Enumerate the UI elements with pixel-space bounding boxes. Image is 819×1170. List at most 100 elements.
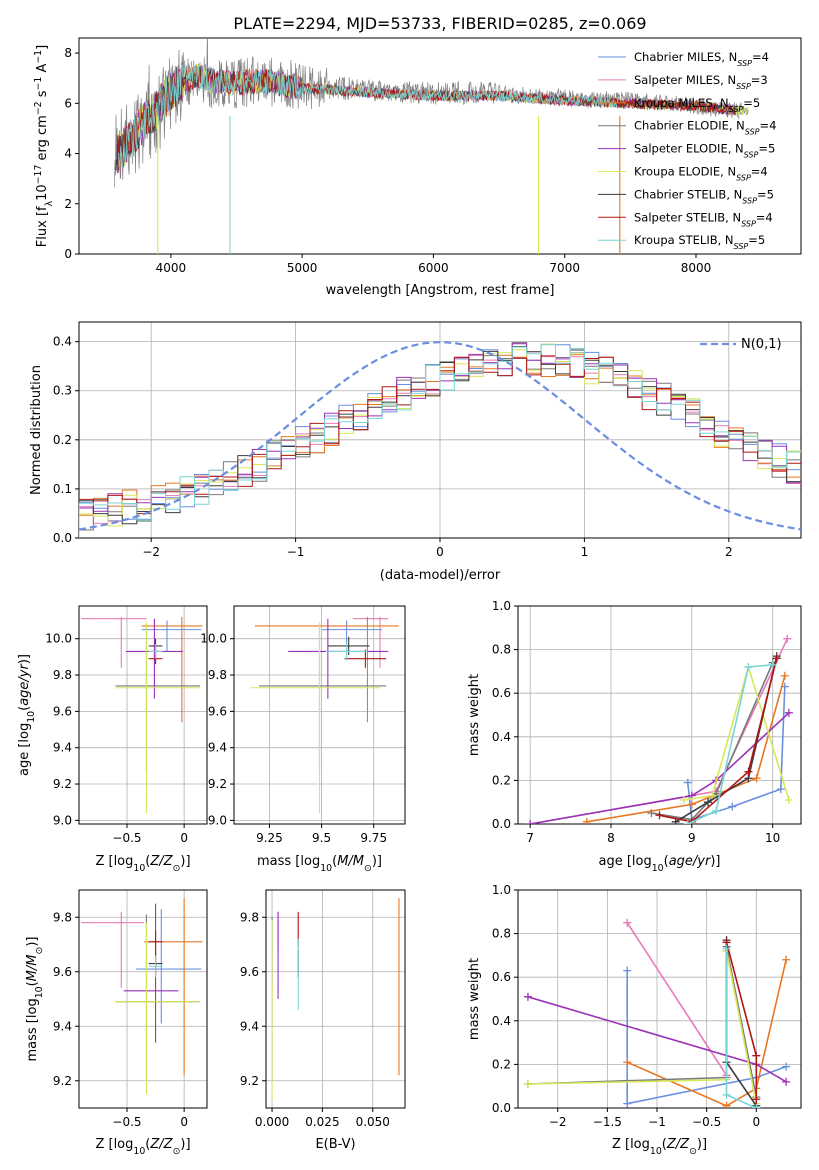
- model-spectrum: [117, 63, 618, 169]
- spectrum-legend: Chabrier MILES, NSSP=4 Salpeter MILES, NS…: [598, 50, 776, 251]
- x-tick-label: 0.025: [305, 1115, 339, 1129]
- y-tick-label: 0.6: [492, 970, 511, 984]
- y-tick-label: 1.0: [492, 599, 511, 613]
- plot-frame: [78, 605, 208, 825]
- weight-marker: [752, 1095, 761, 1104]
- x-tick-label: 7000: [549, 261, 580, 275]
- errorbar-point: [325, 642, 368, 661]
- labels-age-vs-mass: mass [log10(M/M⊙)]: [257, 854, 382, 874]
- y-tick-label: 9.4: [53, 741, 72, 755]
- weight-marker: [623, 1099, 632, 1108]
- y-tick-label: 0.0: [492, 817, 511, 831]
- errorbar-point: [115, 914, 201, 1081]
- weight-marker: [744, 663, 753, 672]
- y-tick-label: 0.4: [492, 1014, 511, 1028]
- x-tick-label: 0: [180, 831, 188, 845]
- weight-line: [683, 664, 790, 801]
- weight-marker: [526, 820, 535, 824]
- axes-mass-vs-ebv: 0.000 0.025 0.050 9.2 9.4 9.6 9.8: [240, 889, 406, 1129]
- y-tick-label: 9.4: [208, 741, 227, 755]
- weight-marker: [687, 800, 696, 809]
- legend-label: Chabrier MILES, NSSP=4: [634, 50, 769, 68]
- y-tick-label: 0.6: [492, 686, 511, 700]
- y-tick-label: 0.8: [492, 927, 511, 941]
- weight-marker: [752, 1104, 761, 1108]
- y-tick-label: 10.0: [200, 632, 227, 646]
- x-tick-label: 0.000: [255, 1115, 289, 1129]
- y-axis-label: Normed distribution: [29, 365, 44, 495]
- weight-marker: [722, 944, 731, 953]
- y-tick-label: 9.8: [53, 668, 72, 682]
- weight-marker: [523, 992, 532, 1001]
- y-axis-label: Flux [fλ10−17 erg cm−2 s−1 A−1]: [33, 45, 55, 247]
- weight-marker: [655, 811, 664, 820]
- y-tick-label: 0.0: [492, 1101, 511, 1115]
- labels-spectrum: wavelength [Angstrom, rest frame] Flux [f…: [33, 45, 555, 298]
- y-tick-label: 9.4: [240, 1019, 259, 1033]
- weight-marker: [623, 918, 632, 927]
- x-tick-label: −2: [549, 1115, 567, 1129]
- weight-marker: [708, 791, 717, 800]
- x-axis-label: mass [log10(M/M⊙)]: [257, 854, 382, 874]
- weight-line: [626, 922, 728, 1076]
- histogram-kroupa-stelib: [79, 344, 801, 538]
- legend-label: Salpeter ELODIE, NSSP=5: [634, 142, 775, 160]
- weight-marker: [722, 1090, 731, 1099]
- y-tick-label: 8: [64, 46, 72, 60]
- x-tick-label: 8000: [681, 261, 712, 275]
- weight-marker: [752, 1051, 761, 1060]
- y-tick-label: 9.0: [208, 813, 227, 827]
- weights-weight-vs-Z: [523, 918, 791, 1108]
- x-tick-label: 8: [607, 831, 615, 845]
- y-tick-label: 0.3: [53, 384, 72, 398]
- weight-marker: [683, 778, 692, 787]
- y-tick-label: 9.6: [240, 965, 259, 979]
- weight-line: [529, 712, 790, 824]
- errorbar-point: [144, 898, 203, 1076]
- x-tick-label: −1: [287, 545, 305, 559]
- plot-frame: [517, 889, 802, 1109]
- y-axis-label: mass weight: [467, 674, 482, 756]
- errorbar-point: [148, 644, 163, 659]
- errorbar-point: [141, 620, 202, 652]
- weight-marker: [780, 671, 789, 680]
- y-tick-label: 9.8: [208, 668, 227, 682]
- weight-marker: [782, 1077, 791, 1086]
- axes-residuals: −2 −1 0 1 2 0.0 0.1 0.2 0.3 0.4: [53, 321, 802, 559]
- y-tick-label: 9.2: [53, 1074, 72, 1088]
- y-tick-label: 9.2: [53, 777, 72, 791]
- errorbar-point: [115, 622, 201, 814]
- legend-label: Salpeter MILES, NSSP=3: [634, 73, 768, 91]
- weight-line: [659, 658, 778, 823]
- weight-marker: [752, 774, 761, 783]
- y-axis-label: age [log10(age/yr)]: [17, 654, 37, 776]
- axes-age-vs-Z: −0.5 0 9.0 9.2 9.4 9.6 9.8 10.0: [45, 605, 208, 845]
- errorbar-point: [344, 649, 387, 668]
- weight-marker: [768, 660, 777, 669]
- figure-title: PLATE=2294, MJD=53733, FIBERID=0285, z=0…: [233, 14, 646, 33]
- weight-marker: [623, 1058, 632, 1067]
- y-tick-label: 0.1: [53, 482, 72, 496]
- axes-age-vs-mass: 9.25 9.5 9.75 9.0 9.2 9.4 9.6 9.8 10.0: [200, 605, 406, 845]
- gaussian-curve: [78, 341, 802, 531]
- plot-frame: [78, 889, 208, 1109]
- weight-line: [651, 662, 774, 821]
- plot-frame: [78, 37, 802, 255]
- y-tick-label: 10.0: [45, 632, 72, 646]
- x-tick-label: 2: [725, 545, 733, 559]
- y-tick-label: 0.4: [53, 335, 72, 349]
- x-tick-label: −0.5: [112, 1115, 141, 1129]
- axes-weight-vs-age: 7 8 9 10 0.0 0.2 0.4 0.6 0.8 1.0: [492, 599, 802, 845]
- x-axis-label: E(B-V): [315, 1137, 355, 1152]
- x-tick-label: −0.5: [112, 831, 141, 845]
- plot-frame: [517, 605, 802, 825]
- y-tick-label: 9.0: [53, 813, 72, 827]
- labels-mass-vs-ebv: E(B-V): [315, 1137, 355, 1152]
- y-tick-label: 9.8: [53, 910, 72, 924]
- errorbar-point: [123, 903, 179, 1043]
- plot-frame: [265, 889, 406, 1109]
- weight-marker: [744, 767, 753, 776]
- x-tick-label: 0: [752, 1115, 760, 1129]
- y-tick-label: 0.2: [492, 773, 511, 787]
- weight-line: [527, 946, 758, 1098]
